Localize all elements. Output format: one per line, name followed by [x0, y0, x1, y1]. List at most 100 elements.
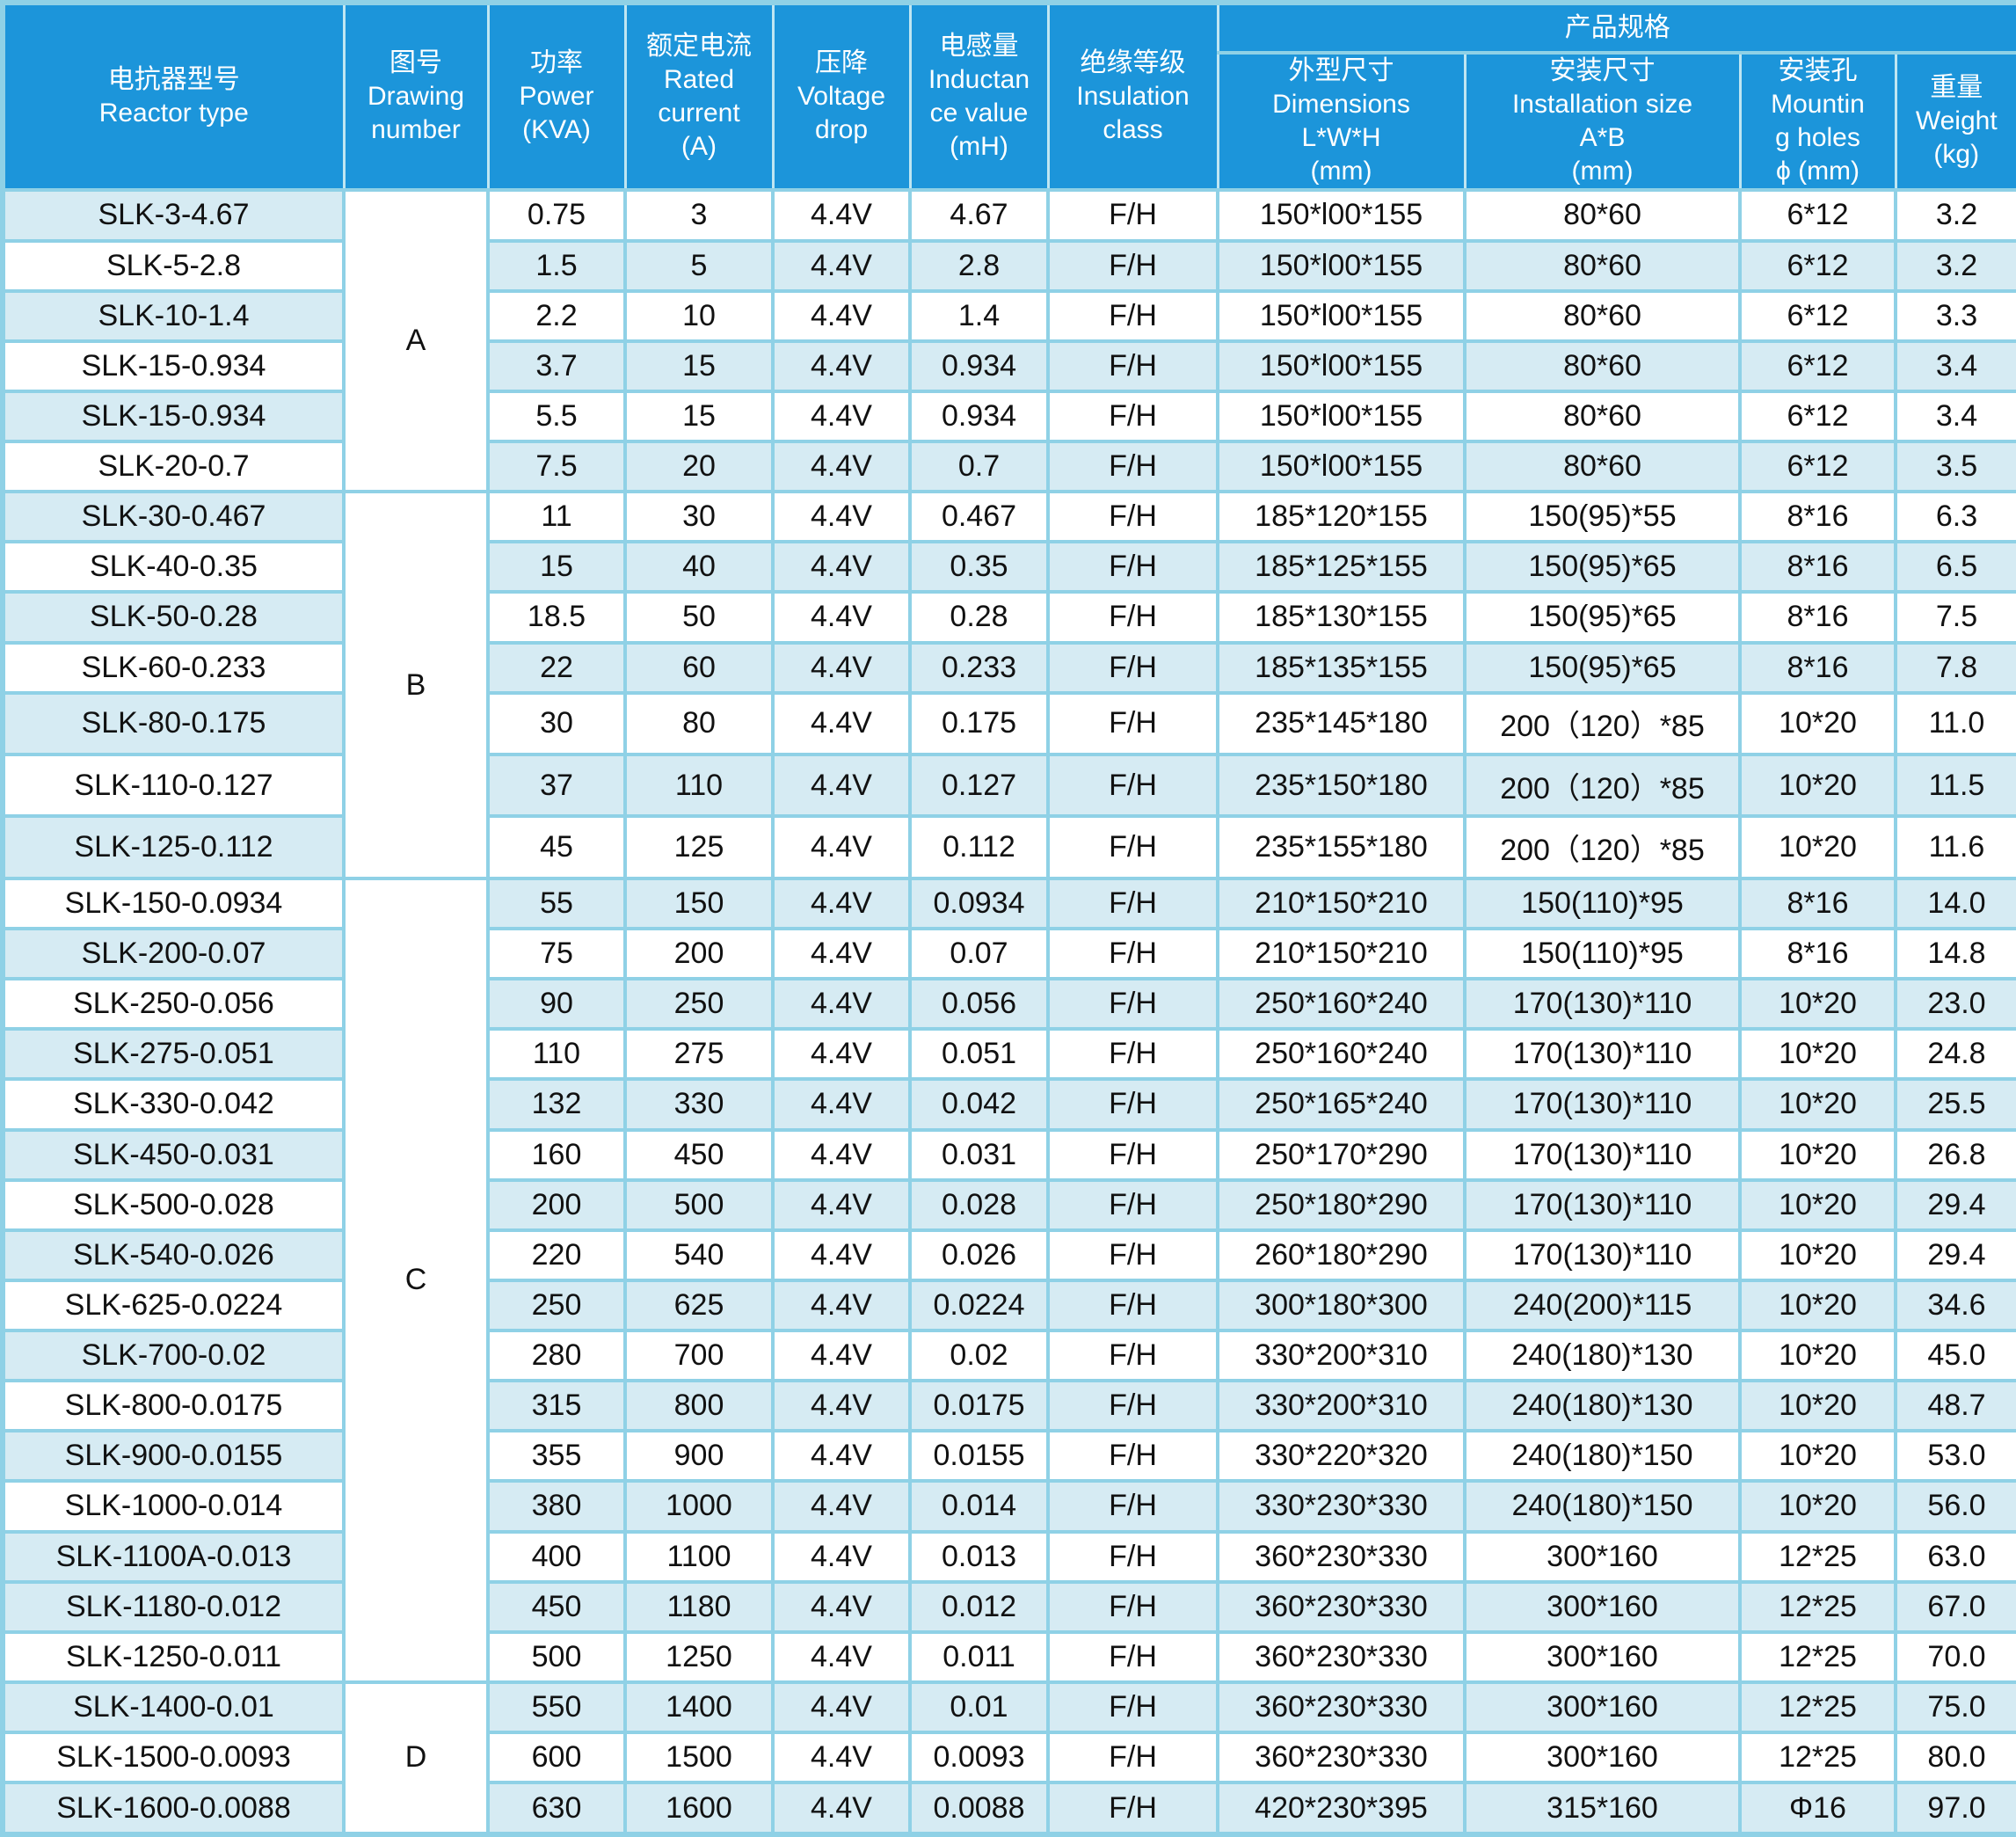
insulation-class-cell: F/H: [1046, 876, 1219, 931]
installation-size-cell: 200（120）*85: [1463, 690, 1742, 757]
voltage-drop-cell: 4.4V: [771, 1579, 912, 1634]
table-row: SLK-60-0.233 22 60 4.4V 0.233 F/H 185*135*155 1…: [1, 640, 2016, 695]
mounting-holes-cell: 6*12: [1738, 439, 1897, 494]
mounting-holes-cell: 12*25: [1738, 1731, 1897, 1785]
rated-current-cell: 500: [623, 1177, 775, 1232]
weight-cell: 34.6: [1894, 1278, 2016, 1333]
voltage-drop-cell: 4.4V: [771, 977, 912, 1031]
reactor-type-cell: SLK-150-0.0934: [1, 876, 346, 931]
voltage-drop-cell: 4.4V: [771, 1278, 912, 1333]
rated-current-cell: 1500: [623, 1731, 775, 1785]
rated-current-cell: 250: [623, 977, 775, 1031]
power-cell: 355: [486, 1429, 627, 1483]
reactor-type-cell: SLK-700-0.02: [1, 1329, 346, 1383]
power-cell: 75: [486, 927, 627, 981]
reactor-type-cell: SLK-3-4.67: [1, 188, 346, 243]
rated-current-cell: 900: [623, 1429, 775, 1483]
weight-cell: 6.5: [1894, 540, 2016, 594]
inductance-cell: 2.8: [908, 238, 1050, 293]
voltage-drop-cell: 4.4V: [771, 1781, 912, 1836]
voltage-drop-cell: 4.4V: [771, 690, 912, 757]
inductance-cell: 0.02: [908, 1329, 1050, 1383]
voltage-drop-cell: 4.4V: [771, 927, 912, 981]
installation-size-cell: 300*160: [1463, 1529, 1742, 1584]
installation-size-cell: 170(130)*110: [1463, 1228, 1742, 1282]
installation-size-cell: 200（120）*85: [1463, 814, 1742, 880]
inductance-cell: 0.934: [908, 389, 1050, 444]
weight-cell: 29.4: [1894, 1177, 2016, 1232]
insulation-class-cell: F/H: [1046, 1077, 1219, 1132]
voltage-drop-cell: 4.4V: [771, 1629, 912, 1684]
voltage-drop-cell: 4.4V: [771, 339, 912, 393]
header-product-spec: 产品规格: [1216, 1, 2016, 55]
mounting-holes-cell: 12*25: [1738, 1579, 1897, 1634]
power-cell: 220: [486, 1228, 627, 1282]
voltage-drop-cell: 4.4V: [771, 814, 912, 880]
voltage-drop-cell: 4.4V: [771, 1680, 912, 1735]
mounting-holes-cell: 10*20: [1738, 1479, 1897, 1534]
weight-cell: 3.4: [1894, 339, 2016, 393]
insulation-class-cell: F/H: [1046, 339, 1219, 393]
dimensions-cell: 210*150*210: [1216, 927, 1467, 981]
inductance-cell: 0.127: [908, 753, 1050, 819]
weight-cell: 67.0: [1894, 1579, 2016, 1634]
dimensions-cell: 300*180*300: [1216, 1278, 1467, 1333]
power-cell: 11: [486, 490, 627, 544]
dimensions-cell: 150*l00*155: [1216, 238, 1467, 293]
rated-current-cell: 15: [623, 339, 775, 393]
installation-size-cell: 150(110)*95: [1463, 927, 1742, 981]
mounting-holes-cell: 8*16: [1738, 927, 1897, 981]
weight-cell: 29.4: [1894, 1228, 2016, 1282]
rated-current-cell: 20: [623, 439, 775, 494]
power-cell: 18.5: [486, 590, 627, 645]
weight-cell: 7.5: [1894, 590, 2016, 645]
drawing-number-cell: A: [342, 188, 490, 494]
voltage-drop-cell: 4.4V: [771, 1127, 912, 1182]
rated-current-cell: 5: [623, 238, 775, 293]
power-cell: 0.75: [486, 188, 627, 243]
inductance-cell: 0.012: [908, 1579, 1050, 1634]
table-row: SLK-275-0.051 110 275 4.4V 0.051 F/H 250*160*2…: [1, 1027, 2016, 1082]
installation-size-cell: 240(180)*150: [1463, 1479, 1742, 1534]
power-cell: 600: [486, 1731, 627, 1785]
table-row: SLK-110-0.127 37 110 4.4V 0.127 F/H 235*150*18…: [1, 753, 2016, 819]
dimensions-cell: 250*165*240: [1216, 1077, 1467, 1132]
installation-size-cell: 300*160: [1463, 1629, 1742, 1684]
voltage-drop-cell: 4.4V: [771, 1479, 912, 1534]
reactor-type-cell: SLK-15-0.934: [1, 339, 346, 393]
power-cell: 37: [486, 753, 627, 819]
weight-cell: 80.0: [1894, 1731, 2016, 1785]
rated-current-cell: 10: [623, 288, 775, 343]
table-row: SLK-80-0.175 30 80 4.4V 0.175 F/H 235*145*180 2…: [1, 690, 2016, 757]
power-cell: 400: [486, 1529, 627, 1584]
weight-cell: 63.0: [1894, 1529, 2016, 1584]
table-row: SLK-1100A-0.013 400 1100 4.4V 0.013 F/H 360*23…: [1, 1529, 2016, 1584]
reactor-type-cell: SLK-40-0.35: [1, 540, 346, 594]
table-row: SLK-330-0.042 132 330 4.4V 0.042 F/H 250*165*2…: [1, 1077, 2016, 1132]
insulation-class-cell: F/H: [1046, 1479, 1219, 1534]
rated-current-cell: 1180: [623, 1579, 775, 1634]
rated-current-cell: 800: [623, 1379, 775, 1433]
table-row: SLK-1000-0.014 380 1000 4.4V 0.014 F/H 330*230…: [1, 1479, 2016, 1534]
mounting-holes-cell: 6*12: [1738, 339, 1897, 393]
weight-cell: 23.0: [1894, 977, 2016, 1031]
dimensions-cell: 330*200*310: [1216, 1329, 1467, 1383]
table-row: SLK-625-0.0224 250 625 4.4V 0.0224 F/H 300*180…: [1, 1278, 2016, 1333]
header-dimensions: 外型尺寸 Dimensions L*W*H (mm): [1216, 51, 1467, 193]
mounting-holes-cell: Φ16: [1738, 1781, 1897, 1836]
mounting-holes-cell: 10*20: [1738, 1278, 1897, 1333]
power-cell: 550: [486, 1680, 627, 1735]
weight-cell: 53.0: [1894, 1429, 2016, 1483]
insulation-class-cell: F/H: [1046, 977, 1219, 1031]
table-row: SLK-700-0.02 280 700 4.4V 0.02 F/H 330*200*310…: [1, 1329, 2016, 1383]
dimensions-cell: 150*l00*155: [1216, 288, 1467, 343]
weight-cell: 25.5: [1894, 1077, 2016, 1132]
installation-size-cell: 150(95)*65: [1463, 590, 1742, 645]
table-row: SLK-200-0.07 75 200 4.4V 0.07 F/H 210*150*210 1…: [1, 927, 2016, 981]
insulation-class-cell: F/H: [1046, 1228, 1219, 1282]
rated-current-cell: 450: [623, 1127, 775, 1182]
insulation-class-cell: F/H: [1046, 1529, 1219, 1584]
mounting-holes-cell: 8*16: [1738, 490, 1897, 544]
weight-cell: 48.7: [1894, 1379, 2016, 1433]
insulation-class-cell: F/H: [1046, 238, 1219, 293]
